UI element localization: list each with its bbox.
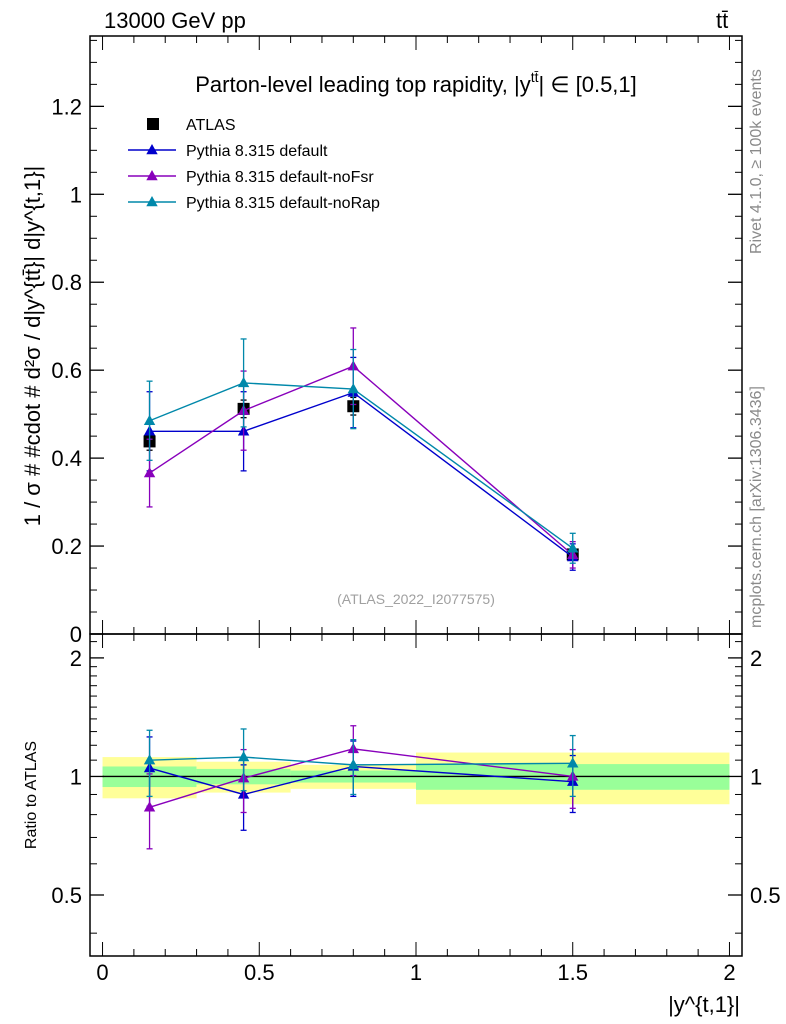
x-tick-label: 2 bbox=[723, 960, 735, 985]
x-axis-label: |y^{t,1}| bbox=[668, 992, 740, 1017]
legend-marker bbox=[146, 170, 158, 181]
main-panel: 0 0.2 0.4 0.6 0.8 1 1.2 Parton-level leading t… bbox=[20, 35, 743, 647]
data-point bbox=[567, 542, 579, 553]
ratio-series-layer bbox=[143, 725, 579, 850]
legend-item: Pythia 8.315 default bbox=[128, 143, 328, 160]
main-y-tick-label: 0.4 bbox=[51, 446, 82, 471]
ratio-frame bbox=[89, 633, 743, 957]
legend-label: ATLAS bbox=[186, 117, 236, 134]
mcplots-label: mcplots.cern.ch [arXiv:1306.3436] bbox=[748, 386, 765, 628]
series-3 bbox=[143, 338, 579, 564]
main-y-tick-label: 0.6 bbox=[51, 358, 82, 383]
ratio-axis-ticks: 0.5 0.5 1 1 2 2 0 0.5 1 1.5 2 bbox=[51, 634, 781, 985]
legend-label: Pythia 8.315 default-noFsr bbox=[186, 169, 374, 186]
series-0 bbox=[143, 396, 579, 561]
main-y-tick-label: 1 bbox=[70, 182, 82, 207]
energy-label: 13000 GeV pp bbox=[104, 8, 246, 33]
x-tick-label: 1.5 bbox=[557, 960, 588, 985]
main-y-tick-label: 0.2 bbox=[51, 534, 82, 559]
main-series-layer bbox=[143, 327, 579, 571]
legend-item: Pythia 8.315 default-noFsr bbox=[128, 169, 374, 186]
ratio-series-line bbox=[149, 748, 573, 808]
series-line bbox=[149, 391, 574, 558]
ratio-series-line bbox=[149, 756, 573, 766]
data-point bbox=[143, 414, 156, 425]
ratio-y-tick-label-right: 2 bbox=[750, 646, 762, 671]
ratio-y-tick-label: 2 bbox=[70, 646, 82, 671]
ratio-y-tick-label: 1 bbox=[70, 764, 82, 789]
main-title: Parton-level leading top rapidity, |ytt̄… bbox=[195, 69, 637, 97]
main-axis-ticks: 0 0.2 0.4 0.6 0.8 1 1.2 bbox=[51, 36, 742, 647]
legend-marker bbox=[146, 196, 158, 207]
legend-item: ATLAS bbox=[147, 117, 236, 134]
ratio-data-point bbox=[237, 751, 250, 762]
main-y-tick-label: 1.2 bbox=[51, 94, 82, 119]
ratio-uncertainty-bands bbox=[102, 752, 730, 805]
analysis-label: (ATLAS_2022_I2077575) bbox=[337, 591, 495, 607]
ratio-data-point bbox=[567, 757, 579, 768]
series-line bbox=[149, 365, 574, 556]
legend-label: Pythia 8.315 default-noRap bbox=[186, 195, 380, 212]
ratio-data-point bbox=[143, 754, 156, 765]
data-point bbox=[143, 467, 156, 478]
x-tick-label: 0 bbox=[96, 960, 108, 985]
legend-marker bbox=[147, 118, 159, 130]
ratio-data-point bbox=[143, 801, 156, 812]
data-point bbox=[237, 376, 250, 388]
legend-marker bbox=[146, 144, 158, 155]
ratio-panel: 0.5 0.5 1 1 2 2 0 0.5 1 1.5 2 Ratio to ATLAS |y^{t… bbox=[23, 633, 781, 1017]
main-y-tick-label: 0 bbox=[70, 622, 82, 647]
ratio-series-2 bbox=[143, 728, 579, 798]
legend-label: Pythia 8.315 default bbox=[186, 143, 328, 160]
legend: ATLAS Pythia 8.315 default Pythia 8.315 de… bbox=[128, 117, 380, 212]
main-y-tick-label: 0.8 bbox=[51, 270, 82, 295]
main-y-axis-label: 1 / σ # #cdot # d²σ / d|y^{tt̄}| d|y^{t,… bbox=[20, 166, 45, 527]
ratio-series-line bbox=[149, 765, 573, 796]
series-line bbox=[149, 382, 574, 549]
ratio-y-tick-label-right: 0.5 bbox=[750, 883, 781, 908]
series-1 bbox=[143, 356, 579, 571]
legend-item: Pythia 8.315 default-noRap bbox=[128, 195, 380, 212]
series-2 bbox=[143, 327, 579, 569]
ratio-y-tick-label: 0.5 bbox=[51, 883, 82, 908]
rivet-version-label: Rivet 4.1.0, ≥ 100k events bbox=[748, 69, 765, 254]
x-tick-label: 1 bbox=[410, 960, 422, 985]
x-tick-label: 0.5 bbox=[244, 960, 275, 985]
ratio-y-axis-label: Ratio to ATLAS bbox=[23, 741, 40, 849]
ratio-data-point bbox=[347, 758, 360, 770]
process-label: tt̄ bbox=[716, 8, 728, 33]
data-point bbox=[347, 383, 360, 394]
ratio-y-tick-label-right: 1 bbox=[750, 764, 762, 789]
